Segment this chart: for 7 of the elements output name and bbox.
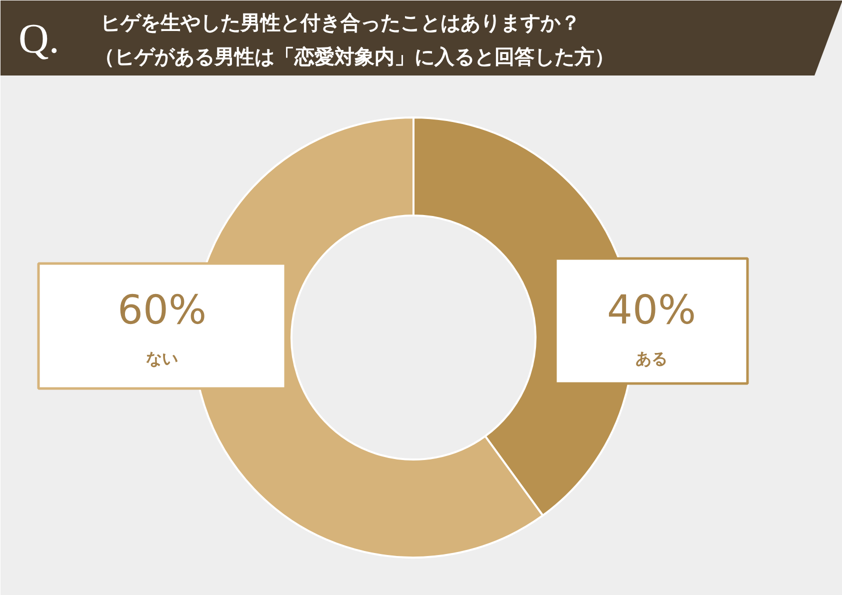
chart-title: ヒゲを生やした男性と付き合ったことはありますか？ <box>100 10 580 34</box>
slice-label: ある <box>636 349 668 368</box>
data-label: 40% <box>607 288 696 334</box>
slice-label: ない <box>146 349 178 368</box>
text: Q. <box>18 16 60 62</box>
data-label: 60% <box>118 288 206 334</box>
chart-subtitle: （ヒゲがある男性は「恋愛対象内」に入ると回答した方） <box>94 44 614 68</box>
